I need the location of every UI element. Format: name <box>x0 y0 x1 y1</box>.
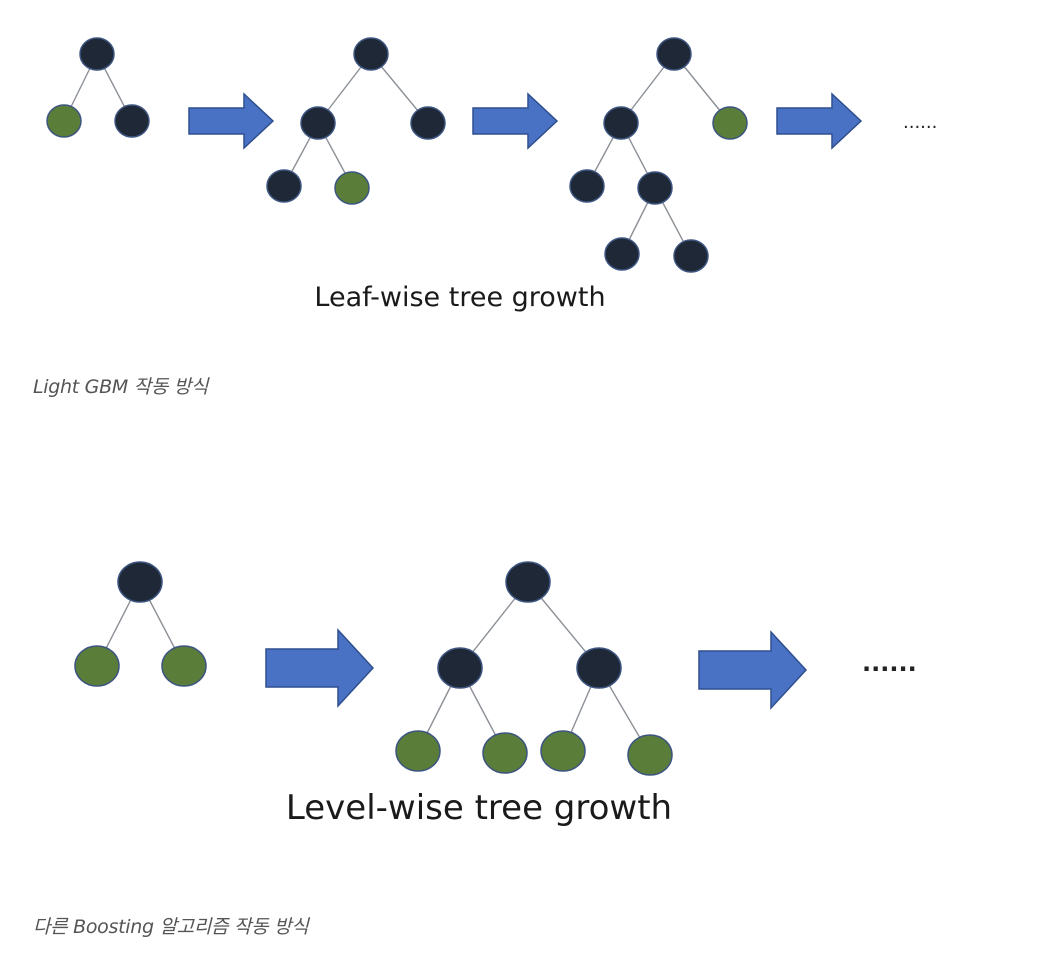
level-wise-caption: 다른 Boosting 알고리즘 작동 방식 <box>33 916 309 938</box>
tree-node-dark <box>437 647 483 689</box>
tree-node-dark <box>576 647 622 689</box>
tree-node-dark <box>604 237 640 271</box>
tree-node-dark <box>114 104 150 138</box>
growth-arrow <box>265 628 375 708</box>
tree-node-green <box>482 732 528 774</box>
tree-node-dark <box>300 106 336 140</box>
tree-node-dark <box>410 106 446 140</box>
level-wise-tree-2 <box>395 561 673 776</box>
tree-node-dark <box>353 37 389 71</box>
continuation-ellipsis: ...... <box>903 112 937 133</box>
tree-node-dark <box>673 239 709 273</box>
tree-node-green <box>627 734 673 776</box>
growth-arrow <box>472 92 559 150</box>
growth-arrow <box>698 630 808 710</box>
continuation-ellipsis: ...... <box>862 649 917 677</box>
level-wise-tree-1 <box>74 561 207 687</box>
tree-node-dark <box>603 106 639 140</box>
tree-node-dark <box>117 561 163 603</box>
tree-node-dark <box>79 37 115 71</box>
tree-node-green <box>712 106 748 140</box>
growth-arrow <box>188 92 275 150</box>
leaf-wise-title: Leaf-wise tree growth <box>314 282 606 313</box>
leaf-wise-diagram: ...... <box>46 37 937 273</box>
tree-node-dark <box>266 169 302 203</box>
level-wise-figure: ...... Level-wise tree growth <box>0 540 1046 840</box>
leaf-wise-tree-3 <box>569 37 748 273</box>
tree-node-green <box>334 171 370 205</box>
tree-node-green <box>161 645 207 687</box>
tree-node-green <box>74 645 120 687</box>
tree-node-dark <box>656 37 692 71</box>
tree-node-dark <box>637 171 673 205</box>
tree-node-green <box>395 730 441 772</box>
tree-node-dark <box>569 169 605 203</box>
leaf-wise-tree-2 <box>266 37 446 205</box>
leaf-wise-tree-1 <box>46 37 150 138</box>
leaf-wise-caption: Light GBM 작동 방식 <box>33 376 209 398</box>
level-wise-diagram: ...... <box>74 561 917 776</box>
growth-arrow <box>776 92 863 150</box>
tree-node-green <box>540 730 586 772</box>
leaf-wise-figure: ...... Leaf-wise tree growth <box>0 0 1046 330</box>
tree-node-dark <box>505 561 551 603</box>
level-wise-title: Level-wise tree growth <box>285 788 673 828</box>
tree-node-green <box>46 104 82 138</box>
